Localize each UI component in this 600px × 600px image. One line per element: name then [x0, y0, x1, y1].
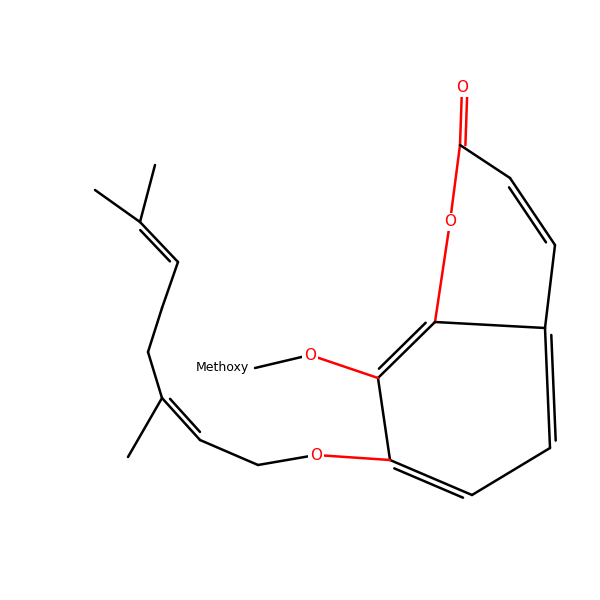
- Text: O: O: [444, 214, 456, 229]
- Text: O: O: [304, 347, 316, 362]
- Text: Methoxy: Methoxy: [196, 361, 249, 374]
- Text: O: O: [310, 448, 322, 463]
- Text: O: O: [456, 80, 468, 95]
